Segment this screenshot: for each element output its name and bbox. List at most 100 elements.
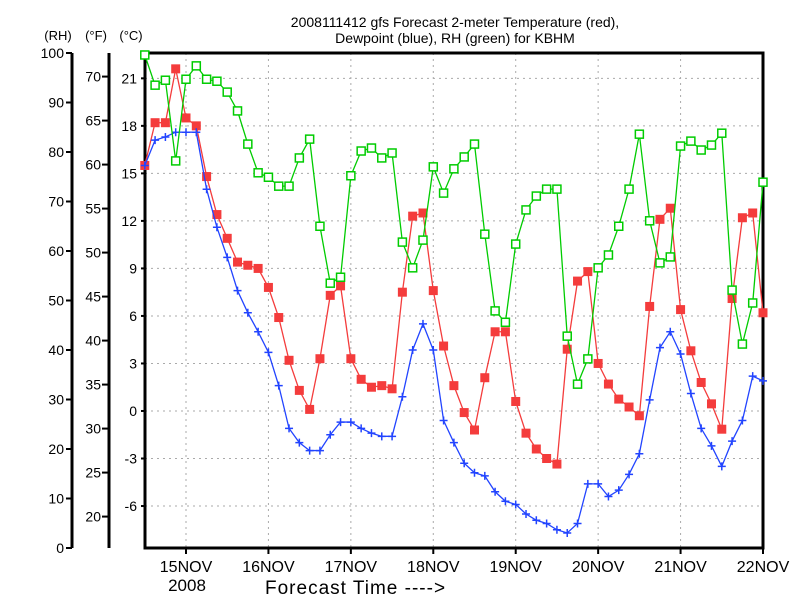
c-tick-label: 21 xyxy=(121,70,137,86)
dewpoint-point xyxy=(449,438,458,447)
rh-point xyxy=(181,74,191,84)
temperature-point xyxy=(449,381,459,391)
temperature-point xyxy=(542,454,552,464)
temperature-point xyxy=(562,344,572,354)
temperature-point xyxy=(676,305,686,315)
dewpoint-point xyxy=(594,479,603,488)
rh-tick-label: 50 xyxy=(48,293,64,309)
dewpoint-point xyxy=(707,441,716,450)
x-tick-label: 22NOV xyxy=(737,559,790,576)
rh-point xyxy=(634,129,645,139)
dewpoint-point xyxy=(377,432,386,441)
dewpoint-point xyxy=(357,424,366,433)
c-axis-header: (°C) xyxy=(119,28,142,43)
rh-point xyxy=(294,153,305,163)
rh-point xyxy=(696,145,706,155)
rh-point xyxy=(346,171,356,181)
rh-point xyxy=(366,143,377,153)
dewpoint-point xyxy=(398,392,407,401)
f-tick-label: 50 xyxy=(85,245,101,261)
temperature-point xyxy=(603,379,613,389)
dewpoint-point xyxy=(501,497,510,506)
temperature-point xyxy=(737,213,747,223)
dewpoint-point xyxy=(748,372,757,381)
temperature-point xyxy=(655,214,665,224)
temperature-point xyxy=(459,408,469,418)
temperature-point xyxy=(696,377,706,387)
f-tick-label: 60 xyxy=(85,157,101,173)
rh-point xyxy=(232,106,243,116)
f-tick-label: 30 xyxy=(85,421,101,437)
temperature-point xyxy=(717,424,727,434)
rh-point xyxy=(490,306,500,316)
dewpoint-point xyxy=(388,432,397,441)
rh-point xyxy=(500,317,511,328)
temperature-point xyxy=(573,276,583,286)
rh-point xyxy=(541,184,552,194)
dewpoint-point xyxy=(151,136,160,145)
rh-tick-label: 100 xyxy=(41,45,65,61)
dewpoint-point xyxy=(635,449,644,458)
rh-tick-label: 60 xyxy=(48,243,64,259)
rh-point xyxy=(747,298,758,308)
temperature-point xyxy=(284,355,294,365)
dewpoint-point xyxy=(254,327,263,336)
temperature-point xyxy=(305,404,315,414)
f-tick-label: 25 xyxy=(85,465,101,481)
dewpoint-point xyxy=(161,132,170,141)
temperature-point xyxy=(645,301,655,311)
rh-point xyxy=(191,61,202,71)
rh-point xyxy=(273,181,284,191)
rh-point xyxy=(387,148,397,158)
rh-point xyxy=(315,221,325,231)
rh-point xyxy=(140,50,150,60)
dewpoint-point xyxy=(604,492,613,501)
rh-point xyxy=(758,177,768,187)
dewpoint-point xyxy=(532,516,541,525)
temperature-point xyxy=(531,444,541,454)
temperature-point xyxy=(634,411,644,421)
rh-tick-label: 90 xyxy=(48,95,64,111)
dewpoint-point xyxy=(182,128,190,137)
temperature-point xyxy=(202,172,212,182)
rh-point xyxy=(325,278,335,288)
temperature-point xyxy=(665,203,675,213)
x-tick-label: 16NOV xyxy=(242,559,295,576)
temperature-point xyxy=(160,118,170,128)
dewpoint-point xyxy=(625,470,634,479)
temperature-point xyxy=(418,208,428,218)
temperature-point xyxy=(552,459,562,469)
dewpoint-point xyxy=(315,446,324,455)
temperature-point xyxy=(387,384,397,394)
rh-point xyxy=(531,191,542,201)
c-tick-label: 9 xyxy=(129,260,137,276)
temperature-point xyxy=(191,121,201,131)
temperature-point xyxy=(150,118,160,128)
temperature-point xyxy=(212,210,222,220)
rh-point xyxy=(727,285,737,295)
f-tick-label: 70 xyxy=(85,69,101,85)
axes: 15NOV 16NOV 17NOV 18NOV 19NOV 20NOV 21NOV 22NOV… xyxy=(41,45,790,576)
rh-point xyxy=(624,184,634,194)
f-tick-label: 45 xyxy=(85,289,101,305)
grid xyxy=(145,53,763,548)
dewpoint-point xyxy=(666,327,675,336)
rh-point xyxy=(706,140,717,150)
dewpoint-point xyxy=(563,528,572,537)
rh-point xyxy=(428,162,439,172)
rh-point xyxy=(562,331,572,341)
f-tick-label: 65 xyxy=(85,113,101,129)
rh-tick-label: 20 xyxy=(48,441,64,457)
dewpoint-point xyxy=(573,519,582,528)
dewpoint-point xyxy=(738,416,747,425)
temperature-point xyxy=(222,233,232,243)
dewpoint-point xyxy=(522,509,531,518)
temperature-point xyxy=(593,358,603,368)
rh-point xyxy=(160,75,171,85)
temperature-point xyxy=(500,327,510,337)
dewpoint-point xyxy=(336,418,345,427)
x-tick-label: 18NOV xyxy=(407,559,460,576)
rh-point xyxy=(253,168,263,178)
f-tick-label: 40 xyxy=(85,333,101,349)
temperature-point xyxy=(243,260,253,270)
